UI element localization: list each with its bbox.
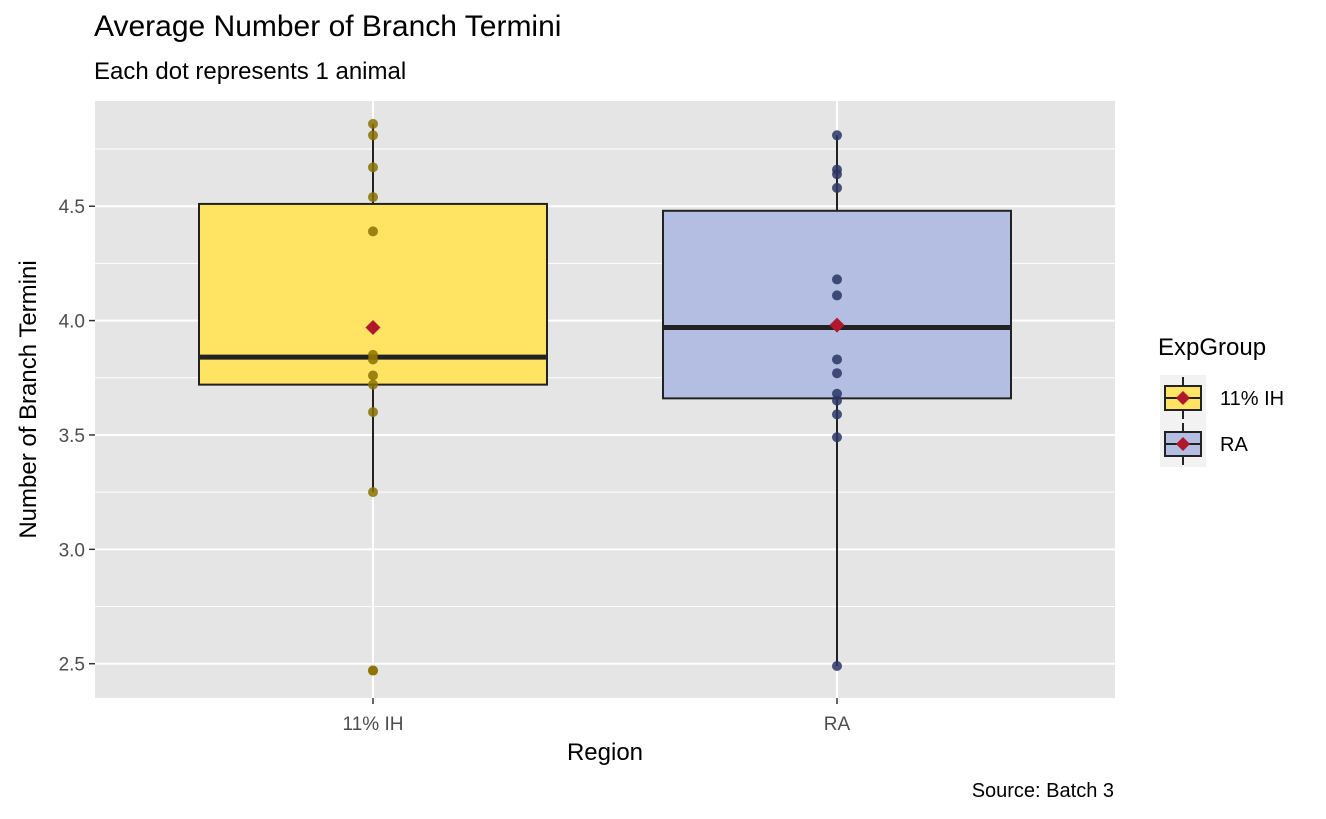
data-point bbox=[832, 290, 842, 301]
legend-title: ExpGroup bbox=[1158, 334, 1267, 361]
y-tick-label: 2.5 bbox=[59, 655, 85, 676]
x-axis-title: Region bbox=[567, 739, 643, 766]
chart-title: Average Number of Branch Termini bbox=[94, 10, 562, 43]
data-point bbox=[832, 169, 842, 180]
data-point bbox=[832, 182, 842, 193]
data-point bbox=[832, 409, 842, 420]
y-tick-label: 4.0 bbox=[59, 312, 85, 333]
legend-label-11pct-ih: 11% IH bbox=[1220, 388, 1285, 410]
data-point bbox=[368, 192, 378, 203]
legend-key-mean-marker bbox=[1176, 391, 1190, 405]
y-tick-label: 4.5 bbox=[59, 197, 85, 218]
data-point bbox=[368, 370, 378, 381]
data-point bbox=[832, 274, 842, 285]
data-point bbox=[368, 407, 378, 418]
data-point bbox=[832, 368, 842, 379]
box bbox=[662, 209, 1012, 400]
data-point bbox=[832, 432, 842, 443]
data-point bbox=[368, 487, 378, 498]
y-tick-label: 3.0 bbox=[59, 540, 85, 561]
data-point bbox=[832, 660, 842, 671]
data-point bbox=[368, 354, 378, 365]
data-point bbox=[832, 354, 842, 365]
chart-subtitle: Each dot represents 1 animal bbox=[94, 58, 407, 85]
plot-panel bbox=[95, 101, 1115, 698]
data-point bbox=[368, 379, 378, 390]
legend-label-ra: RA bbox=[1220, 434, 1248, 456]
data-point bbox=[368, 665, 378, 676]
data-point bbox=[368, 118, 378, 129]
y-tick-label: 3.5 bbox=[59, 426, 85, 447]
data-point bbox=[832, 388, 842, 399]
mean-marker bbox=[365, 319, 381, 335]
x-tick-label: RA bbox=[824, 714, 851, 735]
mean-marker bbox=[829, 317, 845, 333]
data-point bbox=[368, 130, 378, 141]
legend-key-mean-marker bbox=[1176, 437, 1190, 451]
data-point bbox=[832, 130, 842, 141]
data-point bbox=[368, 226, 378, 237]
data-point bbox=[368, 162, 378, 173]
y-axis-title: Number of Branch Termini bbox=[15, 260, 42, 538]
chart-caption: Source: Batch 3 bbox=[971, 780, 1114, 802]
data-point bbox=[832, 395, 842, 406]
x-tick-label: 11% IH bbox=[343, 714, 404, 735]
